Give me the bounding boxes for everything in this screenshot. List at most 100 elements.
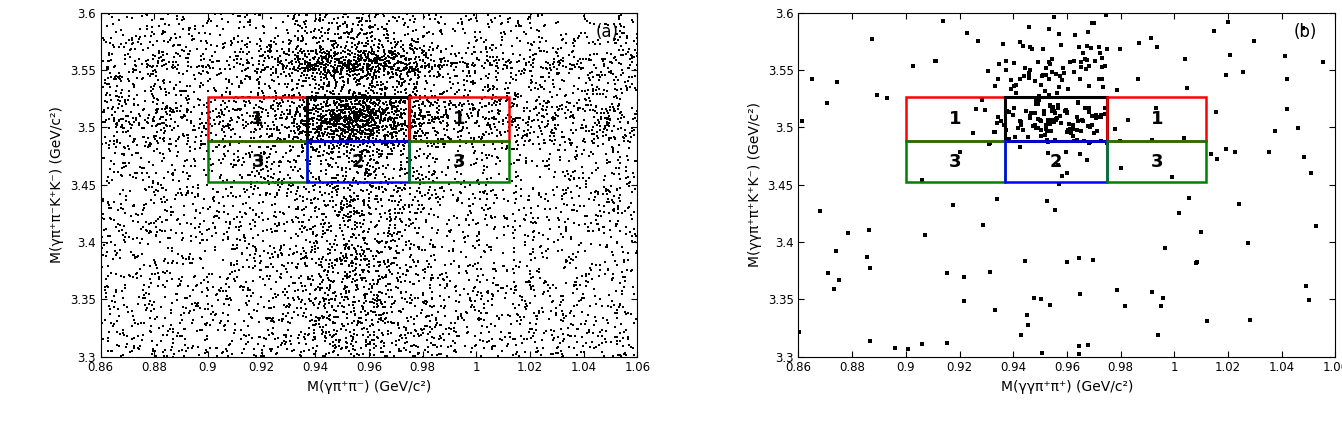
Point bbox=[267, 252, 289, 259]
Point bbox=[609, 176, 631, 183]
Point bbox=[325, 50, 346, 57]
Point bbox=[380, 230, 401, 237]
Point bbox=[264, 113, 286, 119]
Point bbox=[183, 127, 204, 134]
Point bbox=[364, 42, 385, 49]
Point bbox=[331, 66, 353, 73]
Point bbox=[318, 150, 340, 157]
Point bbox=[505, 287, 526, 293]
Point bbox=[286, 305, 307, 311]
Point bbox=[373, 343, 395, 349]
Point bbox=[561, 49, 582, 55]
Point bbox=[436, 164, 458, 170]
Point bbox=[353, 123, 374, 130]
Point bbox=[1031, 295, 1052, 302]
Point bbox=[1094, 63, 1115, 70]
Point bbox=[310, 136, 331, 143]
Point bbox=[356, 40, 377, 47]
Point bbox=[93, 35, 114, 41]
Point bbox=[121, 122, 142, 128]
Point bbox=[494, 128, 515, 135]
Point bbox=[529, 123, 550, 130]
Point bbox=[227, 56, 248, 62]
Point bbox=[213, 123, 235, 130]
Point bbox=[403, 124, 424, 130]
Point bbox=[260, 161, 282, 168]
Point bbox=[521, 79, 542, 86]
Point bbox=[315, 131, 337, 138]
Point bbox=[593, 203, 615, 210]
Point bbox=[533, 330, 554, 337]
Point bbox=[554, 109, 576, 116]
Point bbox=[267, 344, 289, 350]
Point bbox=[168, 149, 189, 156]
Point bbox=[525, 51, 546, 57]
Point bbox=[570, 64, 592, 71]
Point bbox=[275, 266, 297, 273]
Point bbox=[204, 243, 225, 250]
Point bbox=[404, 83, 425, 90]
Point bbox=[505, 96, 526, 103]
Point bbox=[1146, 43, 1168, 50]
Point bbox=[232, 264, 254, 271]
Point bbox=[286, 105, 307, 112]
Point bbox=[341, 49, 362, 56]
Point bbox=[525, 51, 546, 58]
Point bbox=[428, 68, 450, 75]
Point bbox=[476, 242, 498, 249]
Point bbox=[588, 119, 609, 126]
Point bbox=[576, 127, 597, 134]
Point bbox=[166, 108, 188, 114]
Point bbox=[399, 168, 420, 174]
Point bbox=[134, 185, 156, 192]
Point bbox=[420, 277, 442, 284]
Point bbox=[411, 120, 432, 127]
Point bbox=[561, 308, 582, 314]
Point bbox=[368, 65, 389, 71]
Point bbox=[279, 320, 301, 327]
Point bbox=[354, 51, 376, 58]
Point bbox=[357, 60, 378, 67]
Point bbox=[337, 51, 358, 57]
Point bbox=[302, 76, 323, 82]
Point bbox=[173, 88, 195, 95]
Point bbox=[256, 316, 278, 323]
Point bbox=[581, 170, 603, 176]
Point bbox=[484, 98, 506, 105]
Point bbox=[483, 200, 505, 207]
Point bbox=[369, 210, 391, 217]
Point bbox=[531, 309, 553, 316]
Point bbox=[329, 125, 350, 132]
Point bbox=[514, 298, 535, 305]
Point bbox=[260, 130, 282, 137]
Point bbox=[254, 353, 275, 360]
Point bbox=[207, 213, 228, 219]
Point bbox=[325, 83, 346, 89]
Point bbox=[573, 349, 595, 355]
Point bbox=[313, 231, 334, 238]
Point bbox=[285, 112, 306, 119]
Point bbox=[531, 106, 553, 112]
Point bbox=[113, 331, 134, 338]
Point bbox=[549, 103, 570, 110]
Point bbox=[301, 213, 322, 220]
Point bbox=[334, 143, 356, 149]
Point bbox=[302, 35, 323, 42]
Point bbox=[357, 160, 378, 167]
Point bbox=[295, 204, 317, 211]
Point bbox=[550, 299, 572, 306]
Point bbox=[366, 149, 388, 155]
Point bbox=[301, 107, 322, 114]
Point bbox=[309, 18, 330, 25]
Point bbox=[619, 84, 640, 90]
Point bbox=[333, 297, 354, 303]
Point bbox=[386, 277, 408, 284]
Point bbox=[1048, 31, 1070, 38]
Point bbox=[597, 116, 619, 122]
Point bbox=[101, 111, 122, 118]
Point bbox=[391, 151, 412, 158]
Point bbox=[546, 70, 568, 77]
Point bbox=[345, 261, 366, 268]
Point bbox=[327, 50, 349, 57]
Point bbox=[272, 62, 294, 69]
